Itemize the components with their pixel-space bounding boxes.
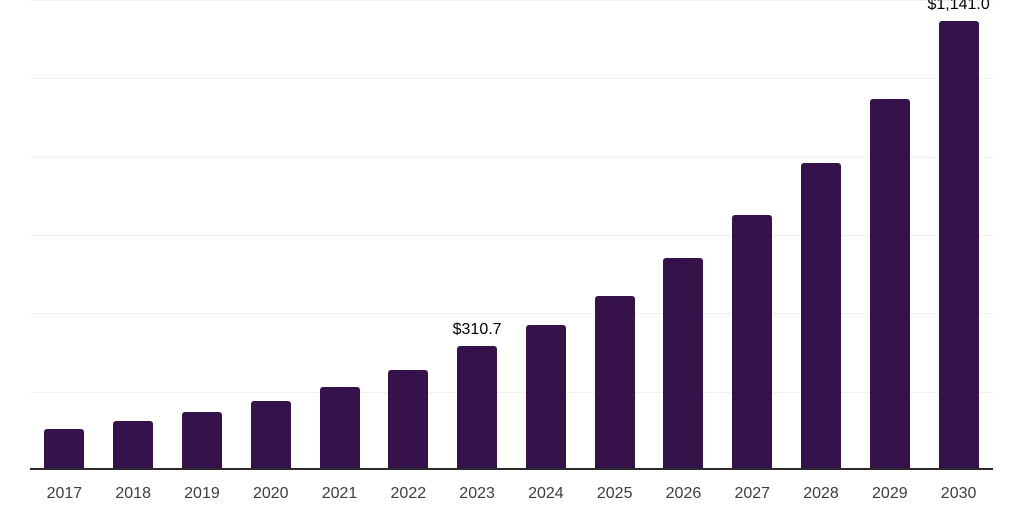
- data-label-2030: $1,141.0: [927, 0, 990, 14]
- x-tick-label-2018: 2018: [115, 485, 151, 502]
- bar-slot: [236, 0, 305, 468]
- bar-2024[interactable]: [525, 324, 566, 468]
- bar-slot: [374, 0, 443, 468]
- gridline: [30, 78, 993, 80]
- bar-2027[interactable]: [732, 214, 773, 468]
- data-label-2023: $310.7: [452, 321, 502, 339]
- x-tick-label-2028: 2028: [803, 485, 839, 502]
- bar-slot: [855, 0, 924, 468]
- bar-2030[interactable]: [938, 21, 979, 468]
- x-tick-label-2017: 2017: [46, 485, 83, 502]
- x-axis: 2017 2018 2019 2020 2021 2022 2023 2024 2025 2026…: [30, 472, 993, 512]
- bar-slot: [168, 0, 237, 468]
- gridline: [30, 313, 993, 315]
- bar-2029[interactable]: [869, 99, 910, 468]
- bar-2020[interactable]: [250, 401, 291, 468]
- bar-2023[interactable]: [457, 346, 498, 468]
- bar-slot: [99, 0, 168, 468]
- x-tick-label-2021: 2021: [321, 485, 358, 502]
- x-tick-label-2027: 2027: [734, 485, 771, 502]
- bar-slot: $1,141.0: [924, 0, 993, 468]
- bar-slot: [718, 0, 787, 468]
- x-tick-label-2020: 2020: [252, 485, 289, 502]
- x-tick-label-2023: 2023: [459, 485, 495, 502]
- bar-2017[interactable]: [44, 428, 85, 468]
- bar-2019[interactable]: [181, 411, 222, 468]
- x-tick-label-2029: 2029: [872, 485, 908, 502]
- gridline: [30, 156, 993, 158]
- x-tick-label-2025: 2025: [596, 485, 633, 502]
- x-tick-label-2030: 2030: [940, 485, 977, 502]
- x-tick-label-2026: 2026: [665, 485, 702, 502]
- bar-2028[interactable]: [801, 163, 842, 468]
- bar-2018[interactable]: [113, 420, 154, 468]
- bar-slot: [580, 0, 649, 468]
- plot-area: $310.7 $1,141.0: [30, 0, 993, 470]
- bar-slot: [30, 0, 99, 468]
- bar-slot: [305, 0, 374, 468]
- gridline: [30, 235, 993, 236]
- gridline: [30, 391, 993, 393]
- bar-2025[interactable]: [594, 296, 635, 468]
- bar-slot: [787, 0, 856, 468]
- bar-slot: $310.7: [443, 0, 512, 468]
- x-tick-label-2022: 2022: [390, 485, 427, 502]
- x-tick-label-2019: 2019: [184, 485, 220, 502]
- bar-2021[interactable]: [319, 386, 360, 468]
- bar-2022[interactable]: [388, 370, 429, 468]
- gridline: [30, 0, 993, 1]
- bar-2026[interactable]: [663, 258, 704, 468]
- bar-slot: [649, 0, 718, 468]
- bar-slot: [512, 0, 581, 468]
- x-tick-label-2024: 2024: [528, 485, 564, 502]
